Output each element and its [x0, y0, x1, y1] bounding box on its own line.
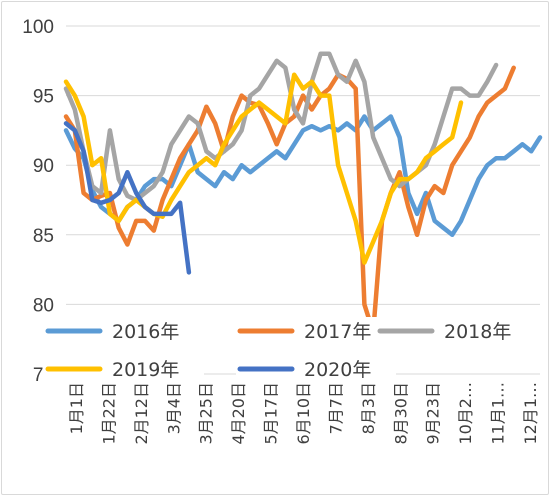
- legend-item: 2019年: [44, 355, 204, 383]
- x-tick-label: 3月4日: [164, 382, 183, 434]
- x-tick-label: 12月1…: [521, 382, 540, 445]
- y-tick-label: 100: [22, 17, 54, 38]
- legend: 2016年 2017年 2018年 2019年 2020年: [44, 317, 536, 383]
- y-tick-label: 80: [33, 295, 54, 316]
- legend-label: 2016年: [112, 321, 179, 343]
- x-tick-label: 6月10日: [294, 382, 313, 445]
- y-tick-label: 90: [33, 156, 54, 177]
- x-tick-label: 3月25日: [197, 382, 216, 445]
- x-tick-label: 4月20日: [229, 382, 248, 445]
- x-tick-label: 7月7日: [326, 382, 345, 434]
- x-tick-label: 8月30日: [391, 382, 410, 445]
- x-tick-label: 8月3日: [359, 382, 378, 434]
- legend-item: 2020年: [236, 355, 396, 383]
- legend-item: 2016年: [44, 317, 204, 345]
- x-tick-label: 5月17日: [262, 382, 281, 445]
- x-tick-label: 1月1日: [67, 382, 86, 434]
- x-tick-label: 1月22日: [99, 382, 118, 445]
- y-tick-label: 95: [33, 87, 54, 108]
- x-tick-label: 11月1…: [489, 382, 508, 445]
- legend-label: 2017年: [304, 321, 371, 343]
- series-lines: [63, 51, 543, 335]
- legend-item: 2018年: [376, 317, 536, 345]
- legend-item: 2017年: [236, 317, 396, 345]
- x-axis: 1月1日 1月22日 2月12日 3月4日 3月25日 4月20日 5月17日 6月10日 7月…: [66, 373, 540, 445]
- gridlines: [66, 25, 540, 305]
- y-tick-label: 85: [33, 226, 54, 247]
- legend-label: 2020年: [304, 359, 371, 381]
- x-tick-label: 9月23日: [424, 382, 443, 445]
- series-line-2017年: [63, 65, 516, 335]
- legend-label: 2018年: [444, 321, 511, 343]
- legend-label: 2019年: [112, 359, 179, 381]
- series-line-2019年: [63, 72, 464, 265]
- series-line-2020年: [63, 121, 192, 275]
- x-tick-label: 2月12日: [132, 382, 151, 445]
- series-line-2016年: [63, 114, 543, 238]
- x-tick-label: 10月2…: [456, 382, 475, 445]
